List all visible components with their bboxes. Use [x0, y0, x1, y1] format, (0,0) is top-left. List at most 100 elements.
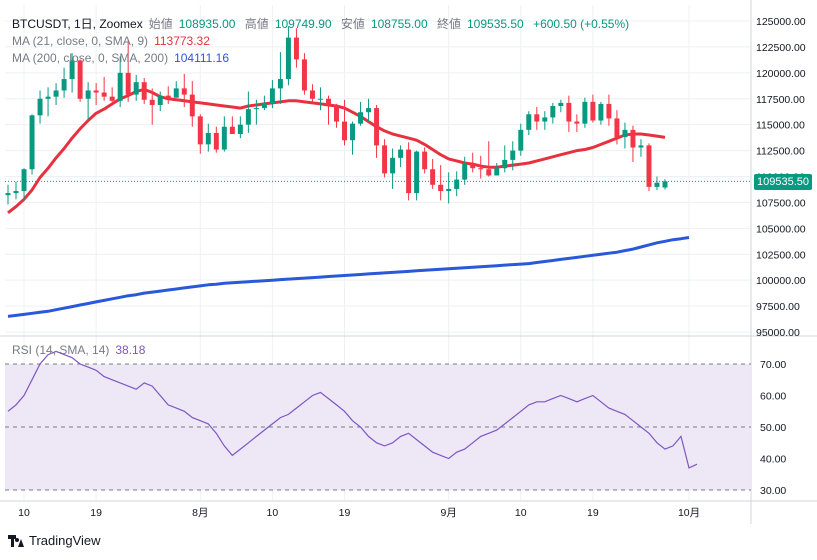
candle: [358, 112, 364, 124]
high-value: 109749.90: [274, 17, 332, 31]
candle: [366, 108, 372, 113]
time-tick-label: 19: [339, 507, 351, 519]
candle: [117, 72, 123, 101]
candle: [518, 129, 524, 151]
time-tick-label: 19: [90, 507, 102, 519]
price-tick-label: 115000.00: [756, 120, 805, 132]
candle: [5, 193, 11, 196]
price-tick-label: 120000.00: [756, 68, 806, 80]
candle: [566, 102, 572, 122]
candle: [534, 114, 540, 122]
candle: [229, 126, 235, 134]
candle: [285, 37, 291, 80]
price-tick-label: 100000.00: [756, 275, 806, 287]
candle: [342, 121, 347, 141]
candle: [590, 101, 596, 121]
candle: [157, 95, 163, 105]
candle: [29, 115, 35, 170]
candle: [478, 168, 484, 170]
ma200-line: [7, 236, 690, 318]
candle: [374, 108, 380, 146]
candle: [486, 169, 492, 176]
price-tick-label: 97500.00: [756, 301, 800, 313]
candle: [69, 60, 75, 80]
ma21-legend[interactable]: MA (21, close, 0, SMA, 9) 113773.32: [12, 33, 216, 49]
time-tick-label: 9月: [440, 507, 456, 519]
open-label: 始値: [148, 17, 173, 31]
candle: [630, 129, 636, 148]
low-value: 108755.00: [370, 17, 428, 31]
candle: [53, 90, 59, 97]
candle: [574, 121, 580, 124]
candle: [237, 124, 243, 134]
high-label: 高値: [244, 17, 269, 31]
candle: [221, 126, 227, 150]
candle: [638, 145, 644, 148]
candle: [582, 101, 588, 124]
rsi-legend[interactable]: RSI (14, SMA, 14) 38.18: [12, 342, 151, 358]
candle: [189, 94, 195, 117]
ma21-label: MA (21, close, 0, SMA, 9): [12, 34, 149, 48]
candle: [470, 164, 476, 169]
candle: [245, 109, 251, 125]
rsi-band: [5, 364, 751, 490]
candle: [253, 108, 259, 110]
candle: [309, 90, 315, 99]
candle: [542, 117, 548, 122]
candle: [269, 88, 275, 104]
candle: [334, 104, 339, 122]
candle: [181, 88, 187, 95]
change-value: +600.50 (+0.55%): [533, 17, 630, 31]
candle: [646, 145, 652, 187]
candle: [390, 157, 396, 174]
candle: [301, 59, 307, 91]
candle: [293, 37, 299, 60]
rsi-tick-label: 50.00: [760, 422, 786, 434]
candle: [558, 102, 564, 107]
candle: [93, 90, 99, 93]
time-tick-label: 10月: [678, 507, 700, 519]
candle: [197, 116, 203, 145]
candle: [61, 79, 67, 91]
tradingview-logo-icon: [8, 534, 24, 547]
candle: [550, 106, 556, 118]
symbol-label[interactable]: BTCUSDT, 1日, Zoomex: [12, 17, 143, 31]
time-tick-label: 10: [267, 507, 279, 519]
candle: [109, 96, 115, 101]
tradingview-brand[interactable]: TradingView: [8, 533, 101, 548]
candle: [454, 179, 460, 189]
close-value: 109535.50: [467, 17, 524, 31]
price-tick-label: 122500.00: [756, 42, 806, 54]
candle: [526, 114, 532, 130]
candle: [77, 60, 83, 99]
candle: [654, 182, 660, 187]
candle: [598, 103, 604, 121]
candle: [125, 72, 131, 95]
candle: [205, 132, 211, 145]
candle: [406, 149, 412, 194]
close-label: 終値: [436, 17, 461, 31]
time-tick-label: 8月: [192, 507, 208, 519]
time-tick-label: 19: [587, 507, 599, 519]
candle: [13, 191, 19, 194]
candle: [350, 123, 356, 141]
candle: [101, 92, 107, 97]
rsi-tick-label: 60.00: [760, 391, 786, 403]
ma200-legend[interactable]: MA (200, close, 0, SMA, 200) 104111.16: [12, 50, 235, 66]
rsi-label: RSI (14, SMA, 14): [12, 343, 110, 357]
price-tick-label: 125000.00: [756, 16, 806, 28]
candle: [502, 159, 508, 169]
candle: [21, 169, 27, 192]
candle: [45, 96, 51, 99]
price-tick-label: 102500.00: [756, 249, 806, 261]
candle: [85, 90, 91, 99]
rsi-tick-label: 40.00: [760, 454, 786, 466]
candle: [382, 145, 388, 174]
candle: [510, 150, 516, 160]
candle: [414, 151, 420, 194]
candle: [398, 149, 404, 158]
candle: [622, 129, 628, 138]
rsi-tick-label: 70.00: [760, 359, 786, 371]
last-price-tag: 109535.50: [754, 174, 812, 190]
